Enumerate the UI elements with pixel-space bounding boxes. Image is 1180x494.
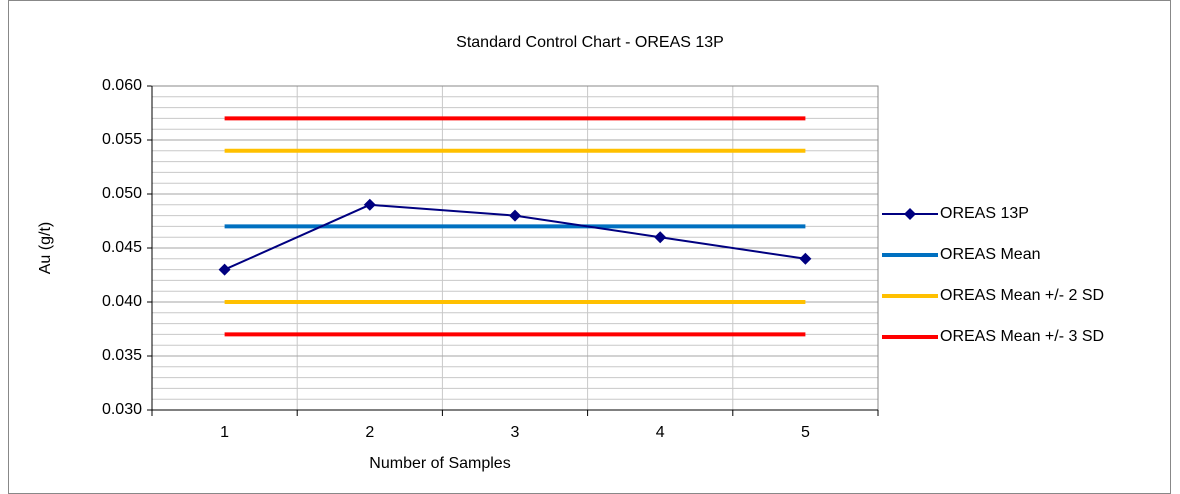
legend-label: OREAS Mean +/- 3 SD — [940, 328, 1104, 345]
y-tick-label: 0.060 — [102, 77, 142, 94]
x-tick-label: 3 — [511, 424, 520, 441]
legend-label: OREAS Mean +/- 2 SD — [940, 287, 1104, 304]
y-tick-label: 0.055 — [102, 131, 142, 148]
legend-label: OREAS 13P — [940, 205, 1029, 222]
data-point — [654, 231, 667, 244]
y-tick-label: 0.035 — [102, 347, 142, 364]
y-tick-label: 0.030 — [102, 401, 142, 418]
legend-marker — [904, 208, 916, 220]
data-point — [509, 209, 521, 222]
data-point — [363, 198, 376, 211]
y-tick-label: 0.040 — [102, 293, 142, 310]
y-axis-label: Au (g/t) — [37, 222, 54, 274]
legend-label: OREAS Mean — [940, 246, 1040, 263]
x-tick-label: 2 — [365, 424, 374, 441]
data-point — [799, 252, 812, 265]
y-tick-label: 0.045 — [102, 239, 142, 256]
y-tick-label: 0.050 — [102, 185, 142, 202]
x-tick-label: 1 — [220, 424, 229, 441]
data-point — [218, 263, 231, 276]
x-tick-label: 4 — [656, 424, 665, 441]
x-axis-label: Number of Samples — [369, 455, 510, 472]
chart-title: Standard Control Chart - OREAS 13P — [456, 34, 724, 51]
x-tick-label: 5 — [801, 424, 810, 441]
